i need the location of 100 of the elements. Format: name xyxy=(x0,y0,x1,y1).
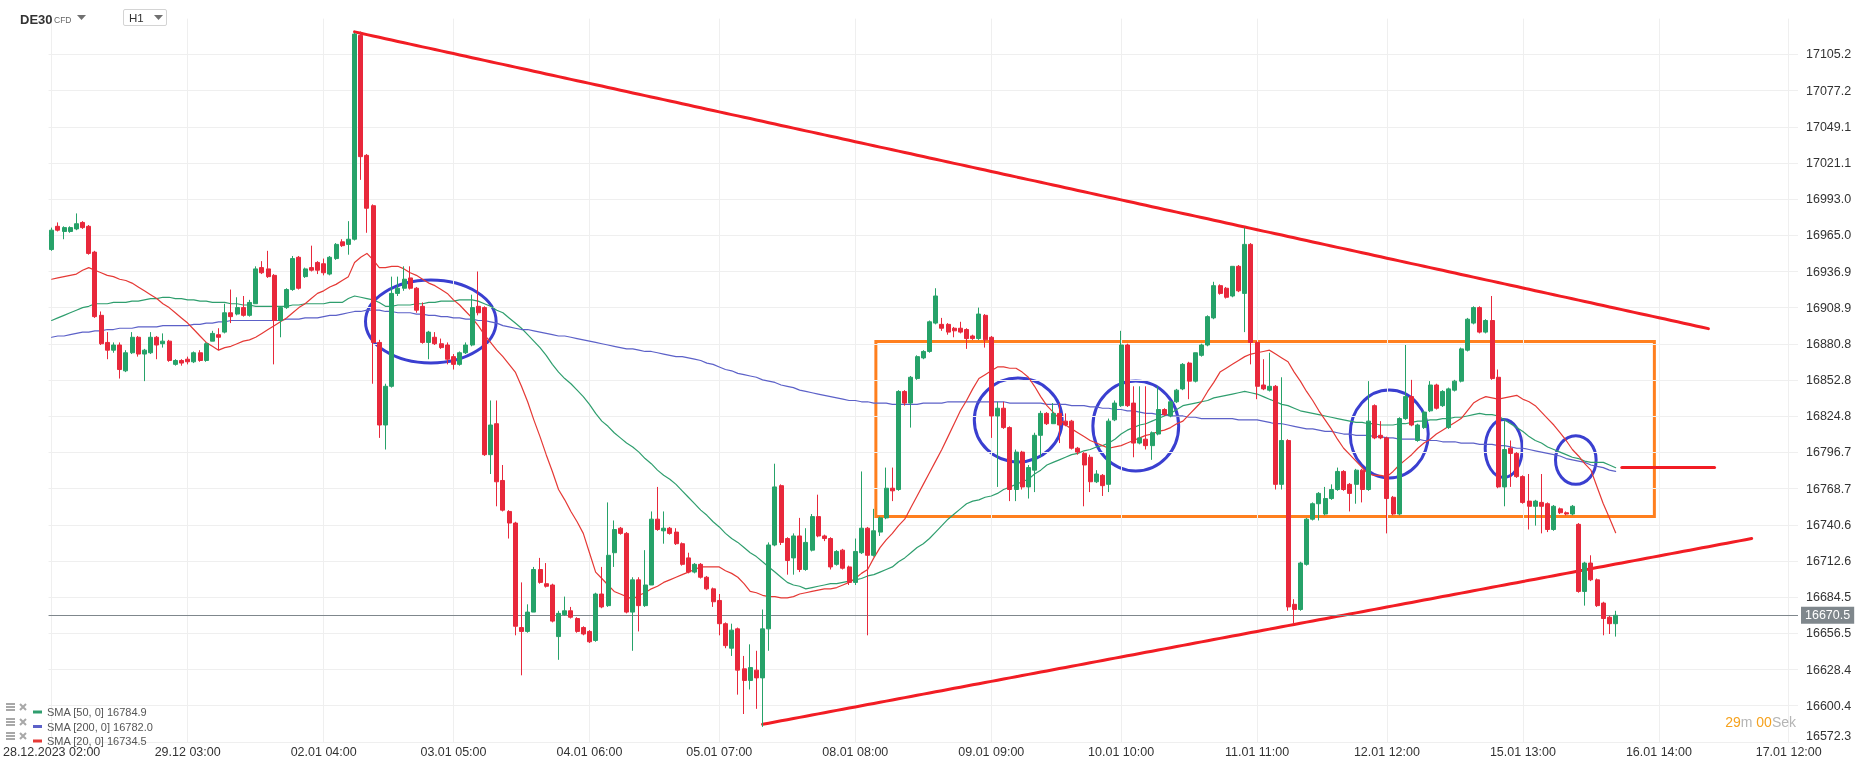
legend-label: SMA [200, 0] 16782.0 xyxy=(47,720,153,733)
y-tick-label: 16572.3 xyxy=(1806,728,1852,743)
candlestick xyxy=(173,358,178,367)
candlestick xyxy=(1094,469,1099,484)
dropdown-field: H1 xyxy=(123,9,167,26)
x-tick-label: 08.01 08:00 xyxy=(822,744,889,759)
y-tick-label: 16993.0 xyxy=(1806,192,1852,207)
candlestick xyxy=(1428,380,1433,413)
candlestick xyxy=(1415,423,1420,443)
candlestick xyxy=(1570,504,1575,516)
y-tick-label: 16965.0 xyxy=(1806,228,1852,243)
candlestick xyxy=(1112,399,1117,422)
candlestick xyxy=(667,526,672,536)
candlestick xyxy=(1366,380,1371,492)
y-tick-label: 16908.9 xyxy=(1806,300,1852,315)
candlestick xyxy=(1187,361,1192,400)
candlestick xyxy=(890,467,895,502)
y-tick-label: 16824.8 xyxy=(1806,409,1852,424)
candlestick xyxy=(1527,473,1532,531)
candlestick xyxy=(426,330,431,360)
candlestick xyxy=(432,331,437,346)
y-tick-label: 16600.4 xyxy=(1806,698,1852,713)
candlestick xyxy=(803,527,808,572)
candlestick xyxy=(606,501,611,608)
y-tick-label: 17049.1 xyxy=(1806,119,1852,134)
candlestick xyxy=(599,566,604,609)
candlestick xyxy=(1576,522,1581,594)
x-tick-label: 09.01 09:00 xyxy=(958,744,1025,759)
x-tick-label: 04.01 06:00 xyxy=(556,744,623,759)
x-tick-label: 03.01 05:00 xyxy=(420,744,487,759)
candlestick xyxy=(1162,407,1167,417)
candlestick xyxy=(1014,449,1019,502)
y-tick-label: 16656.5 xyxy=(1806,626,1852,641)
candlestick xyxy=(198,349,203,363)
x-tick-label: 11.01 11:00 xyxy=(1225,744,1290,759)
candlestick xyxy=(655,486,660,532)
candlestick xyxy=(1360,468,1365,503)
annotation: 29m 00Sek xyxy=(1725,714,1796,730)
candlestick xyxy=(976,307,981,341)
candlestick xyxy=(593,592,598,643)
candlestick xyxy=(834,549,839,567)
candlestick xyxy=(1248,242,1253,365)
candlestick xyxy=(612,519,617,568)
candlestick xyxy=(538,557,543,585)
annotation: H1 xyxy=(129,11,144,25)
candlestick xyxy=(636,576,641,632)
candlestick xyxy=(791,532,796,576)
y-tick-label: 16684.5 xyxy=(1806,590,1852,605)
candlestick xyxy=(55,221,60,232)
x-tick-label: 10.01 10:00 xyxy=(1088,744,1155,759)
candlestick xyxy=(1119,330,1124,408)
candlestick xyxy=(191,350,196,364)
candlestick xyxy=(1106,418,1111,493)
candlestick xyxy=(241,295,246,318)
candlestick xyxy=(296,255,301,291)
y-tick-label: 16768.7 xyxy=(1806,481,1852,496)
ref-line-label: 16670.5 xyxy=(1805,608,1851,623)
candlestick xyxy=(117,341,122,380)
candlestick xyxy=(840,548,845,570)
line-series xyxy=(51,252,1617,600)
candlestick xyxy=(692,562,697,574)
candlestick xyxy=(735,627,740,696)
candlestick xyxy=(204,341,209,363)
candlestick xyxy=(797,517,802,573)
candlestick xyxy=(871,508,876,558)
candlestick xyxy=(1230,265,1235,298)
y-tick-label: 17105.2 xyxy=(1806,47,1852,62)
candlestick xyxy=(216,327,221,351)
candlestick xyxy=(896,389,901,492)
candlestick xyxy=(1100,473,1105,497)
candlestick xyxy=(228,289,233,324)
y-tick-label: 16936.9 xyxy=(1806,264,1852,279)
candlestick xyxy=(1533,499,1538,527)
candlestick xyxy=(1137,385,1142,445)
candlestick xyxy=(729,623,734,657)
candlestick xyxy=(303,267,308,279)
chart-title: DE30 xyxy=(20,12,53,28)
y-tick-label: 16852.8 xyxy=(1806,373,1852,388)
candlestick xyxy=(1422,410,1427,430)
candlestick xyxy=(1409,379,1414,427)
candlestick xyxy=(902,389,907,407)
candlestick xyxy=(1434,383,1439,411)
candlestick xyxy=(160,332,165,349)
candlestick xyxy=(1143,385,1148,451)
candlestick xyxy=(748,643,753,690)
candlestick xyxy=(754,650,759,710)
candlestick xyxy=(630,576,635,652)
candlestick xyxy=(939,317,944,332)
candlestick xyxy=(519,581,524,676)
candlestick xyxy=(340,238,345,248)
candlestick xyxy=(49,227,54,252)
candlestick xyxy=(865,526,870,636)
candlestick xyxy=(123,349,128,373)
y-tick-label: 16628.4 xyxy=(1806,662,1852,677)
candlestick xyxy=(1354,468,1359,505)
x-tick-label: 15.01 13:00 xyxy=(1489,744,1556,759)
candlestick xyxy=(334,242,339,261)
candlestick xyxy=(1180,362,1185,391)
x-tick-label: 17.01 12:00 xyxy=(1755,744,1822,759)
candlestick xyxy=(1267,352,1272,392)
